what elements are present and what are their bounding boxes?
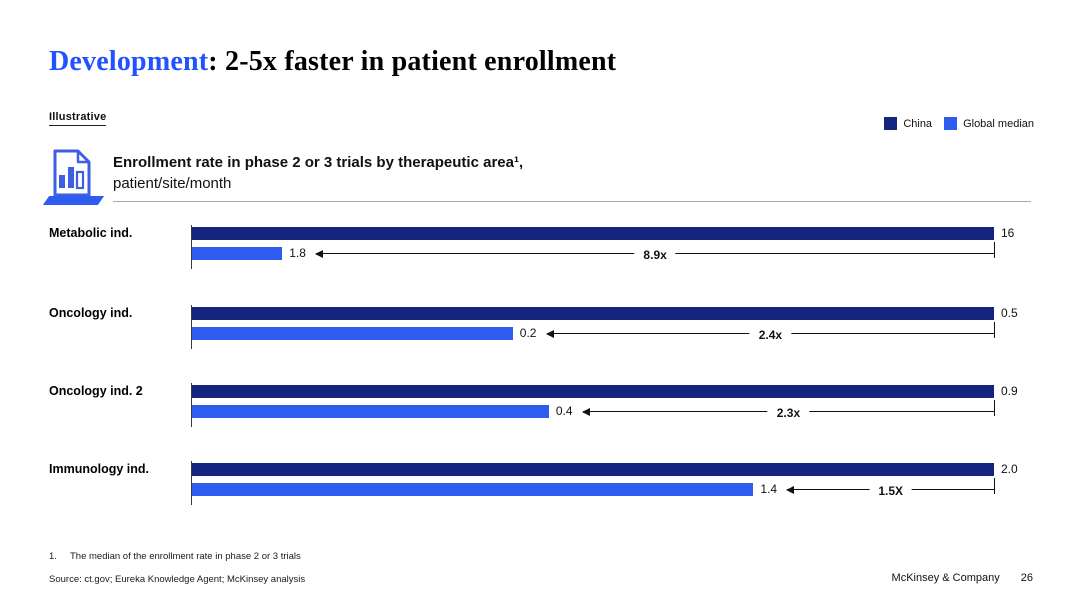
global-median-swatch <box>944 117 958 130</box>
chart-row-oncology-2: Oncology ind. 2 0.9 0.4 2.3x <box>0 383 1080 433</box>
category-label: Oncology ind. 2 <box>49 384 143 398</box>
bar-group: 16 1.8 8.9x <box>191 225 1014 269</box>
title-rest: : 2-5x faster in patient enrollment <box>208 46 617 77</box>
axis-tick <box>191 383 192 427</box>
multiplier-arrow: 8.9x <box>315 242 995 262</box>
axis-tick <box>191 225 192 269</box>
page-number: 26 <box>1020 572 1033 584</box>
arrow-head-icon <box>315 249 324 258</box>
bar-chart-document-icon <box>50 148 94 203</box>
category-label: Metabolic ind. <box>49 226 133 240</box>
multiplier-arrow: 2.4x <box>545 322 995 342</box>
global-median-value: 0.2 <box>519 326 537 340</box>
header-divider <box>113 201 1031 202</box>
legend-item-global-median: Global median <box>944 117 1034 130</box>
global-median-value: 1.4 <box>760 482 778 496</box>
chart-row-metabolic: Metabolic ind. 16 1.8 8.9x <box>0 225 1080 275</box>
axis-tick <box>191 305 192 349</box>
slide-footer: McKinsey & Company 26 <box>892 572 1033 584</box>
source-line: Source: ct.gov; Eureka Knowledge Agent; … <box>49 574 306 585</box>
multiplier-label: 2.3x <box>767 405 810 420</box>
category-label: Immunology ind. <box>49 462 149 476</box>
category-label: Oncology ind. <box>49 306 133 320</box>
arrow-end-tick <box>994 322 995 338</box>
global-median-bar <box>192 327 513 340</box>
footnote: 1. The median of the enrollment rate in … <box>49 551 301 562</box>
brand-name: McKinsey & Company <box>891 572 1000 584</box>
arrow-head-icon <box>581 407 590 416</box>
page-title: Development: 2-5x faster in patient enro… <box>49 46 616 78</box>
china-value: 16 <box>1001 226 1015 240</box>
legend-item-china: China <box>884 117 932 130</box>
arrow-end-tick <box>994 242 995 258</box>
bar-group: 0.5 0.2 2.4x <box>191 305 1018 349</box>
illustrative-tag: Illustrative <box>49 111 107 126</box>
arrow-head-icon <box>786 485 795 494</box>
global-median-bar <box>192 483 754 496</box>
china-value: 0.5 <box>1001 306 1018 320</box>
chart-row-oncology: Oncology ind. 0.5 0.2 2.4x <box>0 305 1080 355</box>
multiplier-label: 2.4x <box>749 327 792 342</box>
china-value: 2.0 <box>1001 462 1018 476</box>
china-bar <box>192 463 994 476</box>
chart-legend: China Global median <box>884 117 1034 130</box>
global-median-bar <box>192 405 549 418</box>
bar-group: 0.9 0.4 2.3x <box>191 383 1018 427</box>
chart-header: Enrollment rate in phase 2 or 3 trials b… <box>113 152 523 194</box>
legend-label: China <box>903 117 933 130</box>
chart-units: patient/site/month <box>113 175 232 192</box>
bar-group: 2.0 1.4 1.5X <box>191 461 1018 505</box>
axis-tick <box>191 461 192 505</box>
chart-row-immunology: Immunology ind. 2.0 1.4 1.5X <box>0 461 1080 511</box>
china-bar <box>192 227 994 240</box>
global-median-value: 1.8 <box>289 246 306 260</box>
multiplier-label: 1.5X <box>869 483 913 498</box>
arrow-head-icon <box>545 329 554 338</box>
china-value: 0.9 <box>1001 384 1018 398</box>
china-swatch <box>884 117 898 130</box>
global-median-bar <box>192 247 283 260</box>
legend-label: Global median <box>963 117 1034 130</box>
footnote-number: 1. <box>49 551 57 562</box>
title-highlight: Development <box>49 46 209 77</box>
global-median-value: 0.4 <box>555 404 573 418</box>
china-bar <box>192 307 994 320</box>
arrow-end-tick <box>994 400 995 416</box>
multiplier-arrow: 2.3x <box>581 400 995 420</box>
multiplier-arrow: 1.5X <box>786 478 995 498</box>
chart-title: Enrollment rate in phase 2 or 3 trials b… <box>113 154 524 171</box>
multiplier-label: 8.9x <box>634 247 676 262</box>
footnote-text: The median of the enrollment rate in pha… <box>70 551 301 562</box>
arrow-end-tick <box>994 478 995 494</box>
china-bar <box>192 385 994 398</box>
